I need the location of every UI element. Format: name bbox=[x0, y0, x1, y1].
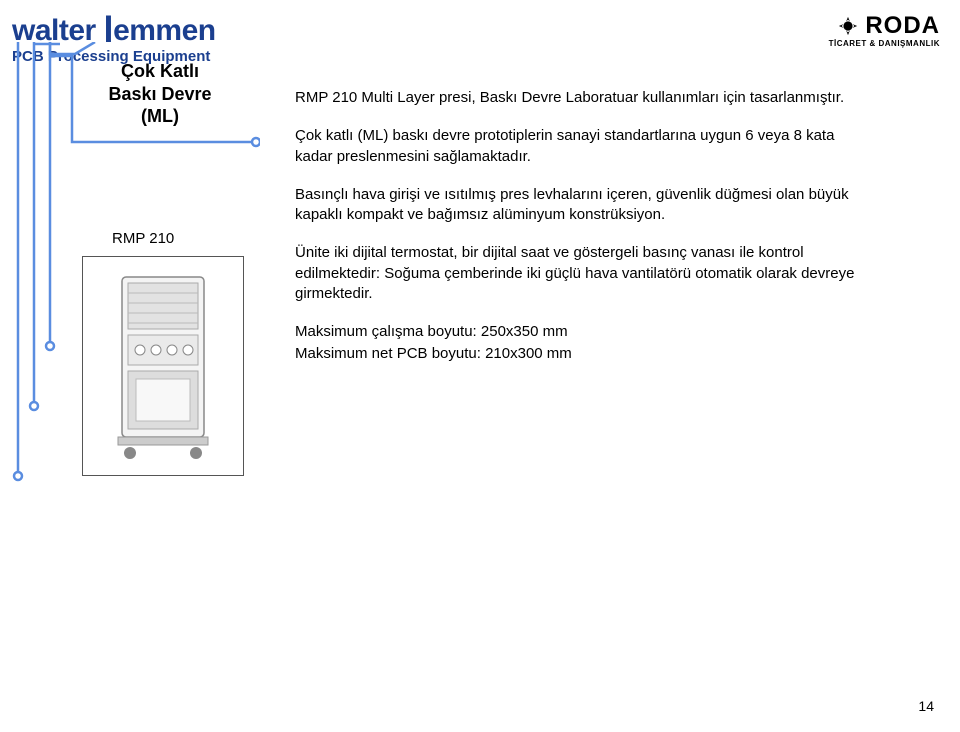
page-number: 14 bbox=[918, 698, 934, 714]
heading-line3: (ML) bbox=[80, 105, 240, 128]
page-heading: Çok Katlı Baskı Devre (ML) bbox=[80, 60, 240, 128]
paragraph-6: Maksimum net PCB boyutu: 210x300 mm bbox=[295, 344, 855, 364]
paragraph-3: Basınçlı hava girişi ve ısıtılmış pres l… bbox=[295, 185, 855, 226]
heading-line2: Baskı Devre bbox=[80, 83, 240, 106]
roda-icon bbox=[837, 15, 859, 37]
product-image bbox=[82, 256, 244, 476]
press-machine-illustration bbox=[108, 271, 218, 461]
product-label: RMP 210 bbox=[112, 230, 174, 247]
paragraph-2: Çok katlı (ML) baskı devre prototiplerin… bbox=[295, 126, 855, 167]
heading-line1: Çok Katlı bbox=[80, 60, 240, 83]
paragraph-4: Ünite iki dijital termostat, bir dijital… bbox=[295, 243, 855, 304]
content-body: RMP 210 Multi Layer presi, Baskı Devre L… bbox=[295, 88, 855, 383]
paragraph-1: RMP 210 Multi Layer presi, Baskı Devre L… bbox=[295, 88, 855, 108]
paragraph-5: Maksimum çalışma boyutu: 250x350 mm bbox=[295, 322, 855, 342]
roda-text: RODA bbox=[865, 14, 940, 38]
logo-right: RODA TİCARET & DANIŞMANLIK bbox=[829, 14, 940, 48]
roda-sub: TİCARET & DANIŞMANLIK bbox=[829, 39, 940, 48]
brand-name: walter lemmen bbox=[12, 10, 216, 46]
roda-brand: RODA bbox=[829, 14, 940, 38]
